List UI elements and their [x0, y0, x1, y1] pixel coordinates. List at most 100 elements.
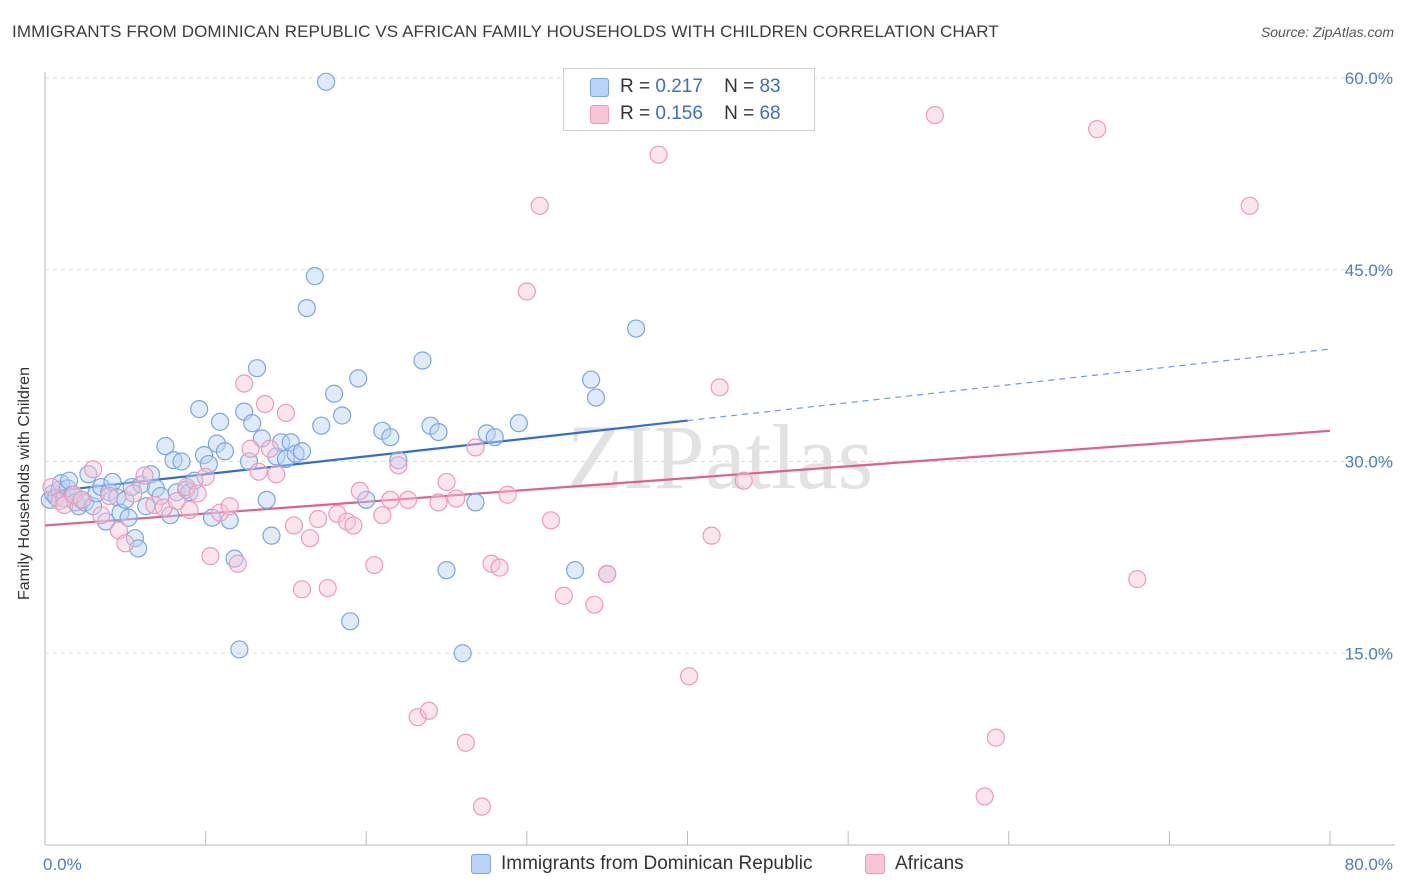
blue-data-point [389, 451, 408, 470]
pink-data-point [135, 466, 154, 485]
pink-data-point [710, 378, 729, 397]
pink-data-point [267, 465, 286, 484]
pink-data-point [116, 534, 135, 553]
blue-data-point [194, 446, 214, 465]
pink-data-point [124, 484, 143, 503]
blue-data-point [59, 471, 79, 490]
pink-data-point [680, 667, 699, 686]
blue-data-point [156, 437, 175, 456]
blue-data-point [215, 442, 234, 461]
pink-data-point [408, 708, 427, 727]
blue-data-point [582, 370, 601, 389]
x-tick-label-max: 80.0% [1345, 855, 1393, 874]
pink-data-point [276, 403, 296, 423]
y-tick-label: 30.0% [1345, 453, 1393, 472]
blue-data-point [429, 422, 448, 442]
pink-data-point [100, 486, 119, 506]
pink-data-point [260, 439, 279, 458]
blue-data-point [257, 490, 276, 509]
pink-data-point [42, 477, 61, 497]
pink-data-point [350, 481, 369, 501]
blue-data-point [225, 549, 244, 568]
blue-data-point [230, 640, 249, 659]
pink-data-point [201, 546, 220, 566]
pink-data-point [530, 196, 549, 215]
pink-data-point [398, 490, 418, 509]
x-tick-label-min: 0.0% [43, 855, 82, 874]
blue-data-point [586, 388, 606, 407]
pink-data-point [318, 578, 337, 598]
pink-data-point [541, 511, 561, 530]
blue-data-point [243, 414, 262, 433]
gridlines [45, 77, 1395, 654]
blue-data-point [413, 351, 432, 370]
blue-swatch [471, 854, 491, 874]
pink-data-point [381, 490, 400, 509]
pink-data-point [702, 526, 721, 545]
blue-r-value: 0.217 [655, 76, 703, 97]
pink-data-point [389, 456, 408, 475]
pink-r-value: 0.156 [655, 103, 703, 124]
blue-data-point [220, 511, 239, 530]
pink-data-point [429, 493, 448, 512]
r-label: R = [620, 103, 651, 124]
y-tick-label: 45.0% [1345, 261, 1393, 280]
blue-data-point [305, 267, 324, 286]
pink-data-point [649, 145, 668, 164]
pink-data-point [328, 504, 347, 524]
axes [44, 72, 1395, 846]
blue-n-value: 83 [759, 76, 781, 97]
pink-data-point [598, 564, 617, 584]
blue-data-point [381, 428, 400, 447]
watermark: ZIPatlas [567, 406, 874, 508]
blue-data-point [437, 561, 456, 580]
blue-data-point [297, 299, 316, 318]
chart-title: IMMIGRANTS FROM DOMINICAN REPUBLIC VS AF… [12, 22, 999, 41]
blue-data-point [272, 433, 291, 452]
blue-data-point [125, 529, 145, 548]
pink-data-point [249, 462, 268, 481]
pink-data-point [210, 503, 230, 522]
pink-data-point [498, 485, 517, 504]
pink-data-point [284, 516, 304, 535]
r-label: R = [620, 76, 651, 97]
blue-data-point [312, 416, 331, 435]
pink-data-point [235, 374, 254, 393]
blue-data-point [333, 406, 352, 425]
pink-data-point [365, 555, 384, 575]
pink-data-point [241, 439, 260, 458]
blue-data-point [357, 490, 376, 509]
pink-data-point [92, 506, 111, 525]
pink-data-point [456, 733, 475, 752]
blue-data-point [79, 465, 98, 484]
pink-data-point [472, 797, 491, 816]
blue-trend-extension [687, 348, 1331, 422]
pink-data-point [177, 477, 196, 497]
blue-data-point [485, 428, 504, 447]
blue-data-point [626, 319, 646, 338]
blue-data-point [292, 442, 312, 461]
pink-swatch [590, 105, 609, 124]
pink-data-point [188, 484, 207, 503]
pink-data-point [490, 558, 509, 577]
n-label: N = [724, 76, 755, 97]
data-points [40, 72, 1259, 816]
blue-data-point [190, 399, 209, 419]
pink-data-point [554, 586, 573, 605]
pink-swatch [865, 854, 885, 874]
pink-data-point [734, 471, 753, 490]
blue-swatch [590, 78, 609, 97]
y-tick-label: 15.0% [1345, 644, 1393, 663]
pink-data-point [373, 506, 392, 525]
blue-data-point [349, 369, 368, 388]
pink-data-point [167, 492, 186, 511]
correlation-legend: R = 0.217 N = 83 R = 0.156 N = 68 [563, 68, 815, 131]
blue-data-point [466, 493, 485, 512]
pink-data-point [1087, 120, 1107, 139]
pink-data-point [220, 497, 239, 516]
pink-data-point [517, 282, 536, 301]
blue-data-point [262, 526, 281, 545]
blue-data-point [325, 384, 344, 403]
pink-data-point [585, 595, 604, 614]
